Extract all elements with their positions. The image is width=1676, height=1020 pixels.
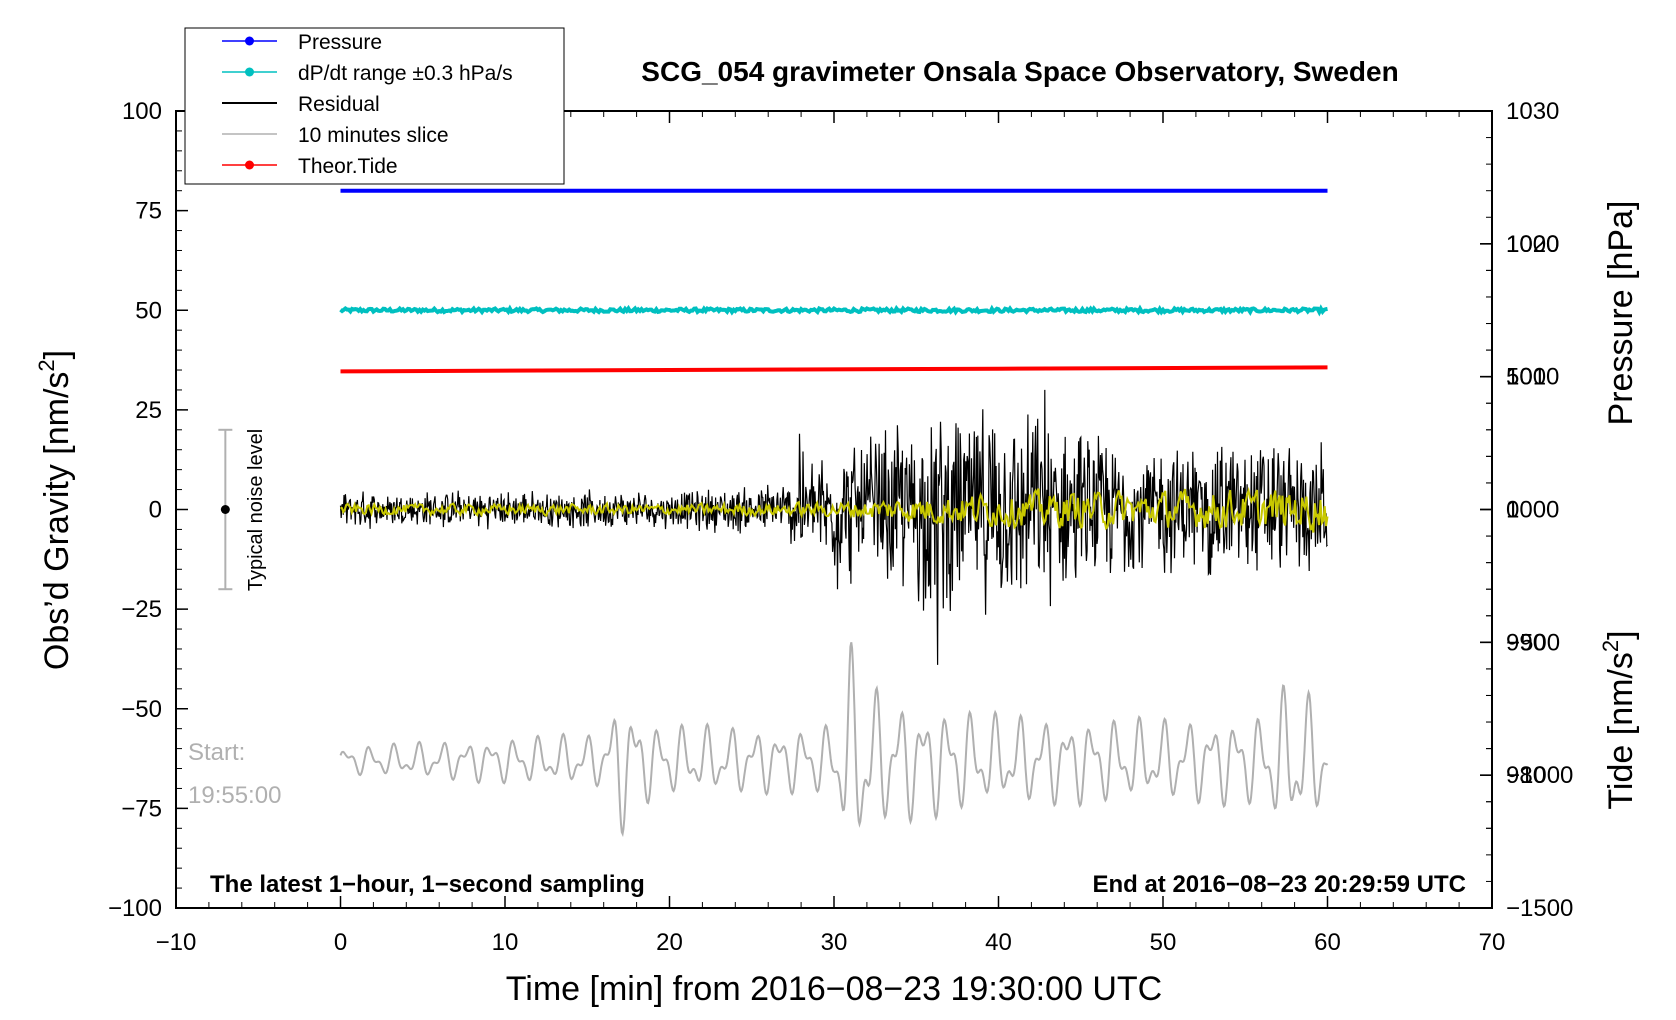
legend-label: Theor.Tide [298, 155, 398, 178]
legend-label: Pressure [298, 31, 382, 54]
x-tick-label: 0 [334, 929, 347, 956]
y-axis-title-tide-sup: 2 [1598, 640, 1623, 652]
tide-tick-label: −500 [1506, 629, 1560, 656]
noise-bar-center-dot [220, 505, 230, 514]
y-tick-label: 0 [149, 497, 162, 524]
tide-tick-label: −1000 [1506, 762, 1573, 789]
series-residual [339, 389, 1328, 665]
start-time: 19:55:00 [188, 782, 281, 809]
y-axis-title-pressure: Pressure [hPa] [1602, 201, 1640, 426]
pressure-tick-label: 980 [1506, 762, 1546, 789]
pressure-tick-label: 1030 [1506, 98, 1559, 125]
y-axis-title-left-main: Obs’d Gravity [nm/s [38, 372, 76, 671]
chart-title: SCG_054 gravimeter Onsala Space Observat… [641, 56, 1398, 87]
tide-tick-label: 0 [1506, 497, 1519, 524]
legend-marker [245, 160, 254, 170]
y-tick-label: 25 [135, 397, 162, 424]
y-tick-label: 50 [135, 297, 162, 324]
x-tick-label: 60 [1314, 929, 1341, 956]
x-tick-label: 50 [1150, 929, 1177, 956]
start-label: Start: [188, 739, 245, 766]
tide-tick-label: 1000 [1506, 231, 1559, 258]
tide-tick-label: 500 [1506, 364, 1546, 391]
y-tick-label: 100 [122, 98, 162, 125]
y-axis-title-left-sup: 2 [34, 359, 59, 371]
y-tick-label: −100 [108, 895, 162, 922]
legend-marker [245, 67, 254, 77]
y-axis-title-left-end: ] [38, 350, 76, 359]
x-tick-label: 20 [656, 929, 683, 956]
y-tick-label: −25 [121, 596, 162, 623]
x-axis-title: Time [min] from 2016−08−23 19:30:00 UTC [506, 970, 1162, 1008]
series-residual-smoothed [340, 486, 1329, 533]
pressure-tick-label: 990 [1506, 629, 1546, 656]
noise-level-bar [218, 428, 233, 591]
axes-ticks: −10 0 10 20 30 40 50 60 70−100−75−50−25025507510… [108, 98, 1573, 956]
x-tick-label: 30 [821, 929, 848, 956]
y-axis-title-left: Obs’d Gravity [nm/s2] [34, 350, 76, 670]
legend-marker [245, 36, 254, 46]
x-tick-label: 70 [1479, 929, 1506, 956]
series-10min-slice [339, 642, 1329, 838]
x-tick-label: 40 [985, 929, 1012, 956]
legend-items: Pressure dP/dt range ±0.3 hPa/s Residual 10… [222, 31, 513, 178]
sampling-note: The latest 1−hour, 1−second sampling [210, 871, 645, 898]
series-dpdt [339, 304, 1328, 317]
pressure-tick-label: 1020 [1506, 231, 1559, 258]
y-axis-title-tide: Tide [nm/s2] [1598, 630, 1640, 809]
tide-tick-label: −1500 [1506, 895, 1573, 922]
x-tick-label: −10 [156, 929, 197, 956]
y-tick-label: 75 [135, 198, 162, 225]
legend-label: dP/dt range ±0.3 hPa/s [298, 62, 513, 85]
pressure-tick-label: 1000 [1506, 497, 1559, 524]
series-theor-tide [340, 365, 1328, 374]
y-tick-label: −50 [121, 696, 162, 723]
y-tick-label: −75 [121, 795, 162, 822]
end-time-note: End at 2016−08−23 20:29:59 UTC [1092, 871, 1466, 898]
x-tick-label: 10 [492, 929, 519, 956]
y-axis-title-tide-end: ] [1602, 630, 1640, 639]
legend: Pressure dP/dt range ±0.3 hPa/s Residual 10… [184, 27, 565, 185]
noise-level-label: Typical noise level [245, 429, 267, 591]
series-layer [339, 188, 1329, 838]
legend-box [184, 27, 565, 185]
legend-label: Residual [298, 93, 380, 116]
legend-label: 10 minutes slice [298, 124, 449, 147]
pressure-tick-label: 1010 [1506, 364, 1559, 391]
y-axis-title-tide-main: Tide [nm/s [1602, 652, 1640, 809]
